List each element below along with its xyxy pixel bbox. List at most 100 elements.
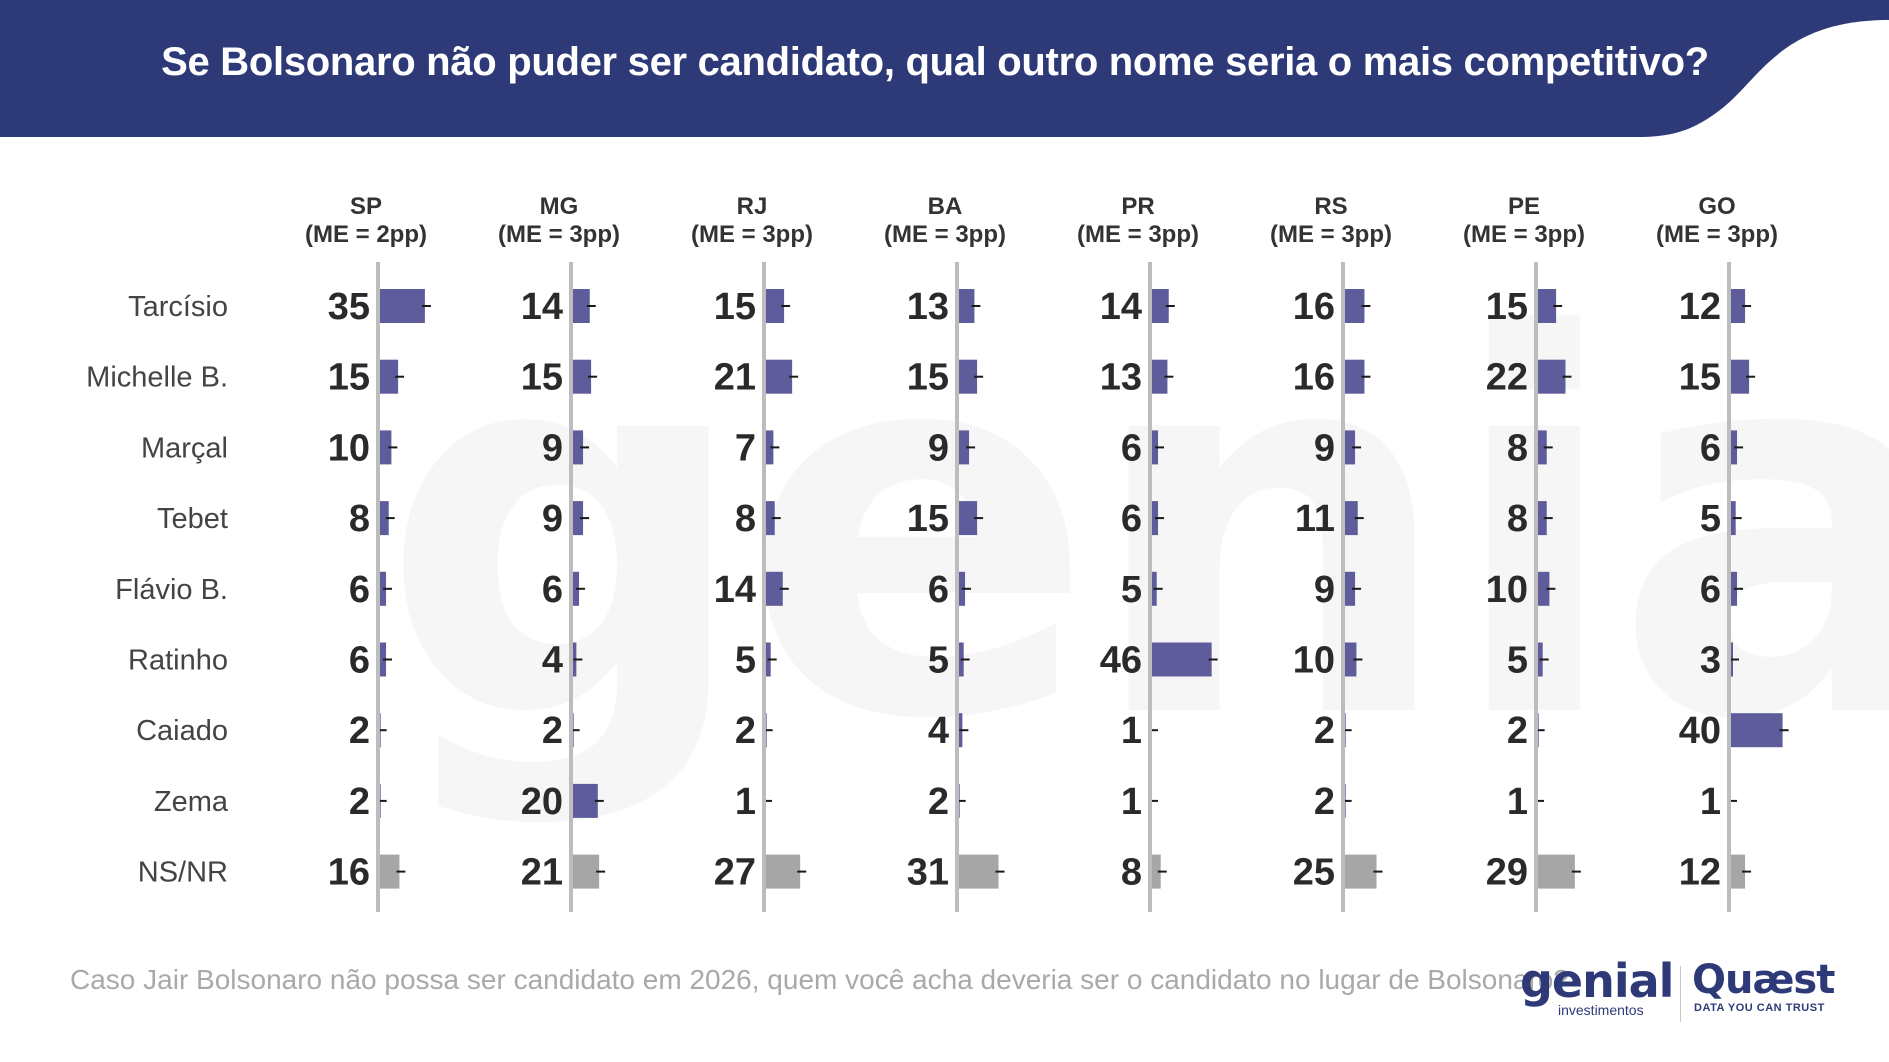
data-label: 15: [907, 498, 949, 540]
column-margin: (ME = 3pp): [691, 221, 813, 248]
data-label: 25: [1293, 852, 1335, 894]
data-label: 1: [1700, 781, 1721, 823]
bar: [571, 430, 584, 465]
bar: [1343, 430, 1356, 465]
data-label: 5: [928, 640, 949, 682]
bar: [571, 571, 580, 606]
bar: [1536, 501, 1547, 536]
data-label: 5: [1121, 569, 1142, 611]
bar: [1343, 571, 1356, 606]
quaest-logo-word: Quæst: [1692, 957, 1835, 1003]
quaest-logo: Quæst DATA YOU CAN TRUST: [1692, 958, 1862, 1028]
data-label: 10: [1486, 569, 1528, 611]
bar: [1343, 501, 1358, 536]
data-label: 6: [1700, 427, 1721, 469]
data-label: 40: [1679, 710, 1721, 752]
column-margin: (ME = 3pp): [1463, 221, 1585, 248]
column-margin: (ME = 3pp): [1656, 221, 1778, 248]
data-label: 1: [1121, 710, 1142, 752]
bar: [1729, 501, 1736, 536]
bar: [1536, 571, 1550, 606]
row-label: Tebet: [157, 503, 228, 535]
bar: [764, 571, 783, 606]
column-header: RS: [1314, 193, 1347, 220]
page-title: Se Bolsonaro não puder ser candidato, qu…: [161, 40, 1709, 84]
data-label: 2: [1314, 710, 1335, 752]
bar: [1150, 430, 1159, 465]
data-label: 22: [1486, 357, 1528, 399]
data-label: 9: [1314, 569, 1335, 611]
data-label: 2: [928, 781, 949, 823]
data-label: 6: [1121, 427, 1142, 469]
column-margin: (ME = 3pp): [498, 221, 620, 248]
data-label: 10: [1293, 640, 1335, 682]
bar: [378, 359, 399, 394]
bar: [1150, 854, 1161, 889]
data-label: 1: [1121, 781, 1142, 823]
row-label: Flávio B.: [115, 574, 228, 606]
data-label: 5: [1700, 498, 1721, 540]
row-label: NS/NR: [138, 857, 228, 889]
data-label: 35: [328, 286, 370, 328]
bar: [957, 571, 966, 606]
data-label: 7: [735, 427, 756, 469]
data-label: 11: [1295, 498, 1335, 540]
column-margin: (ME = 3pp): [884, 221, 1006, 248]
bar: [378, 642, 387, 677]
logo-divider: [1680, 966, 1681, 1022]
data-label: 15: [328, 357, 370, 399]
data-label: 2: [542, 710, 563, 752]
bar: [378, 571, 387, 606]
data-label: 9: [928, 427, 949, 469]
data-label: 15: [1679, 357, 1721, 399]
bar: [1343, 289, 1365, 323]
bar: [1150, 501, 1159, 536]
bar: [1536, 359, 1566, 394]
bar: [571, 783, 598, 818]
data-label: 46: [1100, 640, 1142, 682]
column-margin: (ME = 2pp): [305, 221, 427, 248]
data-label: 15: [521, 357, 563, 399]
data-label: 4: [928, 710, 949, 752]
data-label: 4: [542, 640, 563, 682]
data-label: 16: [1293, 357, 1335, 399]
genial-logo: genial investimentos: [1520, 958, 1674, 1028]
bar: [764, 430, 774, 465]
row-label: Caiado: [136, 715, 228, 747]
data-label: 16: [1293, 286, 1335, 328]
data-label: 2: [1314, 781, 1335, 823]
watermark-logo: genial: [380, 227, 1889, 833]
row-label: Zema: [154, 786, 229, 818]
data-label: 8: [735, 498, 756, 540]
data-label: 21: [714, 357, 756, 399]
bar: [1343, 854, 1377, 889]
bar: [1150, 359, 1168, 394]
bar: [1150, 642, 1212, 677]
bar: [1343, 642, 1357, 677]
bar: [378, 501, 389, 536]
bar: [1536, 289, 1557, 323]
column-margin: (ME = 3pp): [1270, 221, 1392, 248]
data-label: 2: [349, 710, 370, 752]
data-label: 10: [328, 427, 370, 469]
data-label: 14: [714, 569, 756, 611]
bar: [378, 289, 425, 323]
bar: [957, 854, 999, 889]
bar: [1536, 642, 1543, 677]
column-header: GO: [1698, 193, 1735, 220]
data-label: 20: [521, 781, 563, 823]
genial-logo-sub: investimentos: [1558, 1002, 1644, 1018]
bar: [1729, 571, 1738, 606]
data-label: 13: [1100, 357, 1142, 399]
data-label: 9: [542, 498, 563, 540]
data-label: 13: [907, 286, 949, 328]
bar: [1150, 571, 1157, 606]
chart: Tarcísio Michelle B. Marçal Tebet Flávio B. R…: [86, 193, 1789, 912]
data-label: 6: [1700, 569, 1721, 611]
column-header: BA: [928, 193, 963, 220]
data-label: 8: [1121, 852, 1142, 894]
data-label: 16: [328, 852, 370, 894]
column-margin: (ME = 3pp): [1077, 221, 1199, 248]
data-label: 29: [1486, 852, 1528, 894]
